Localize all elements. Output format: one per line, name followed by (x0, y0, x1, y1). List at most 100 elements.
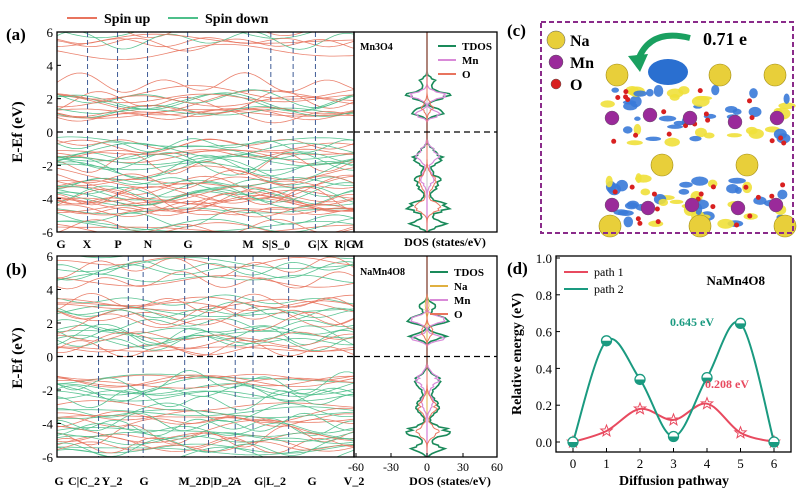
band-line (57, 326, 354, 346)
band-line (57, 260, 354, 276)
band-line (57, 435, 354, 446)
band-line (57, 89, 354, 113)
panel-a-kpath: G X P N G M S|S_0 G|X R|GM (56, 237, 363, 251)
charge-density-blob (667, 124, 684, 129)
na-atom (735, 153, 759, 177)
path1-point (666, 412, 681, 426)
na-atom (763, 63, 787, 87)
band-line (57, 85, 354, 100)
o-atom (769, 193, 775, 199)
charge-density-blob (728, 177, 746, 184)
band-line (57, 208, 354, 228)
mn-atom (768, 197, 784, 213)
panel-b-kpath: G C|C_2 Y_2 G M_2 D|D_2A G|L_2 G V_2 (54, 474, 364, 488)
band-line (57, 169, 354, 190)
mn-atom (604, 110, 620, 126)
band-line (57, 148, 354, 158)
band-line (57, 332, 354, 353)
o-atom (755, 194, 761, 200)
charge-transfer-label: 0.71 e (703, 29, 747, 49)
o-atom (625, 97, 631, 103)
charge-density-blob (633, 90, 647, 97)
panel-d-frame (555, 255, 792, 453)
band-line (57, 207, 354, 216)
ytick-label: 0 (47, 350, 54, 365)
na-atom (650, 153, 674, 177)
panel-d-chart: 0 1 2 3 4 5 6 0.0 0.2 0.4 0.6 0.8 1.0 path 1 path 2 0.6… (536, 251, 782, 471)
charge-density-blob (689, 135, 702, 142)
xtick-label: 3 (670, 456, 677, 471)
ytick-label: -6 (42, 450, 53, 465)
band-line (57, 375, 354, 387)
path2-point-fill (769, 442, 779, 447)
charge-density-blob (783, 93, 790, 104)
band-line (57, 261, 354, 281)
band-line (57, 257, 354, 272)
band-line (57, 182, 354, 203)
panel-a-dos-title: Mn3O4 (360, 42, 393, 53)
band-line (57, 318, 354, 332)
band-line (57, 37, 354, 52)
path2-point-fill (601, 340, 612, 346)
o-atom (749, 115, 755, 121)
charge-density-blob (726, 133, 742, 138)
o-atom (633, 132, 639, 138)
kpath-label: C|C_2 (68, 474, 100, 488)
band-line (57, 304, 354, 317)
atom-legend-label: O (570, 77, 582, 94)
panel-a-bands (57, 32, 354, 232)
band-line (57, 218, 354, 232)
band-line (57, 422, 354, 436)
kpath-label: G (139, 474, 148, 488)
panel-c-label: (c) (507, 21, 526, 40)
o-atom (780, 182, 786, 188)
band-line (57, 222, 354, 232)
band-line (57, 188, 354, 209)
kpath-label: Y_2 (102, 474, 123, 488)
o-atom (666, 131, 672, 137)
band-line (57, 370, 354, 395)
charge-arrow-head (628, 54, 648, 72)
charge-density-blob (640, 188, 651, 196)
legend-spin-up: Spin up (104, 12, 151, 27)
band-line (57, 32, 354, 50)
o-atom (697, 88, 703, 94)
kpath-label: G|L_2 (254, 474, 286, 488)
kpath-label: M (242, 237, 253, 251)
panel-b-dos-legend: TDOS Na Mn O (430, 267, 484, 321)
band-line (57, 292, 354, 314)
kpath-label: M (352, 237, 363, 251)
charge-density-lobe (648, 59, 688, 85)
ytick-label: -4 (42, 417, 53, 432)
panel-a-dos-frame (353, 31, 498, 233)
atom-legend-o (550, 78, 562, 90)
path1-point (733, 425, 748, 439)
ytick-label: 2 (47, 316, 54, 331)
panel-b-dos-xlabel: DOS (states/eV) (409, 474, 491, 488)
charge-density-blob (669, 199, 684, 205)
band-line (57, 186, 354, 211)
band-line (57, 200, 354, 218)
band-line (57, 72, 354, 93)
kpath-label: G (56, 237, 65, 251)
o-atom (651, 191, 657, 197)
xtick-label: 1 (603, 456, 610, 471)
o-atom (615, 95, 621, 101)
charge-density-blob (623, 102, 638, 111)
o-atom (698, 191, 704, 197)
band-line (57, 377, 354, 389)
na-atom (688, 214, 712, 238)
band-line (57, 154, 354, 180)
panel-b-dos-xticks: -60 -30 0 30 60 (348, 453, 503, 474)
band-line (57, 388, 354, 399)
band-line (57, 311, 354, 334)
dos-legend-label: O (462, 69, 471, 81)
ytick-label: 4 (47, 283, 54, 298)
o-atom (635, 216, 641, 222)
charge-density-blob (725, 106, 738, 113)
o-atom (778, 135, 784, 141)
charge-density-blob (669, 94, 680, 101)
mn-atom (642, 107, 658, 123)
panel-a-ylabel: E-Ef (eV) (10, 101, 26, 162)
